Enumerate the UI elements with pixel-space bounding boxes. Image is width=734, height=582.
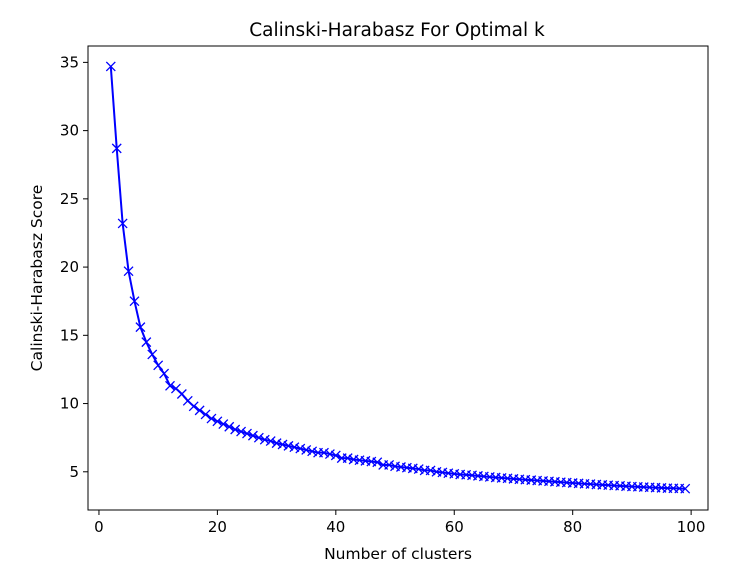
y-tick-label: 30 — [60, 122, 79, 140]
plot-frame — [87, 45, 709, 511]
data-point-marker — [141, 337, 152, 348]
y-tick-label: 20 — [60, 258, 79, 276]
x-tick-label: 40 — [326, 518, 345, 536]
data-point-marker — [212, 416, 223, 427]
x-tick-label: 60 — [445, 518, 464, 536]
x-tick-label: 100 — [677, 518, 706, 536]
data-point-marker — [384, 460, 395, 470]
data-point-marker — [301, 444, 312, 455]
y-axis-label: Calinski-Harabasz Score — [28, 185, 46, 372]
data-point-marker — [342, 453, 353, 464]
data-point-marker — [206, 413, 217, 424]
data-point-marker — [218, 419, 229, 429]
data-point-marker — [147, 349, 158, 360]
data-point-marker — [111, 143, 122, 154]
data-point-marker — [295, 443, 306, 454]
data-point-marker — [277, 439, 288, 450]
data-point-marker — [129, 296, 140, 307]
chart-title: Calinski-Harabasz For Optimal k — [249, 20, 545, 41]
data-point-marker — [680, 483, 691, 494]
data-point-marker — [247, 430, 258, 441]
y-tick-label: 15 — [60, 326, 79, 344]
data-point-marker — [135, 322, 146, 333]
data-point-marker — [413, 464, 424, 475]
data-point-marker — [319, 447, 329, 458]
x-tick-label: 0 — [94, 518, 104, 536]
data-point-marker — [265, 436, 276, 447]
y-tick-label: 25 — [60, 190, 79, 208]
data-point-marker — [200, 409, 211, 420]
data-point-marker — [289, 442, 300, 453]
data-point-marker — [117, 218, 128, 229]
x-axis: 0 20 40 60 80 100 — [94, 510, 705, 536]
data-point-marker — [224, 421, 235, 432]
data-point-marker — [236, 426, 247, 437]
y-axis: 5 10 15 20 25 30 35 — [60, 53, 88, 481]
series-line — [109, 66, 686, 490]
y-tick-label: 5 — [69, 463, 79, 481]
data-point-marker — [324, 449, 335, 460]
x-axis-label: Number of clusters — [324, 545, 472, 563]
data-point-marker — [307, 446, 318, 457]
data-point-marker — [105, 61, 116, 72]
y-tick-label: 35 — [60, 53, 79, 71]
data-point-marker — [123, 266, 134, 277]
plot-area — [105, 61, 691, 494]
data-point-marker — [153, 360, 164, 371]
data-point-marker — [230, 424, 241, 435]
data-point-marker — [242, 428, 252, 439]
data-point-marker — [188, 401, 199, 412]
x-tick-label: 80 — [563, 518, 582, 536]
data-point-marker — [425, 465, 436, 476]
data-point-marker — [330, 450, 341, 461]
y-tick-label: 10 — [60, 395, 79, 413]
data-point-marker — [372, 457, 383, 468]
data-point-marker — [271, 438, 282, 449]
data-point-marker — [283, 440, 294, 451]
data-point-marker — [194, 405, 205, 416]
x-tick-label: 20 — [208, 518, 227, 536]
data-point-marker — [253, 432, 264, 443]
data-point-marker — [165, 380, 175, 391]
data-point-marker — [259, 434, 270, 445]
data-point-marker — [159, 368, 170, 379]
